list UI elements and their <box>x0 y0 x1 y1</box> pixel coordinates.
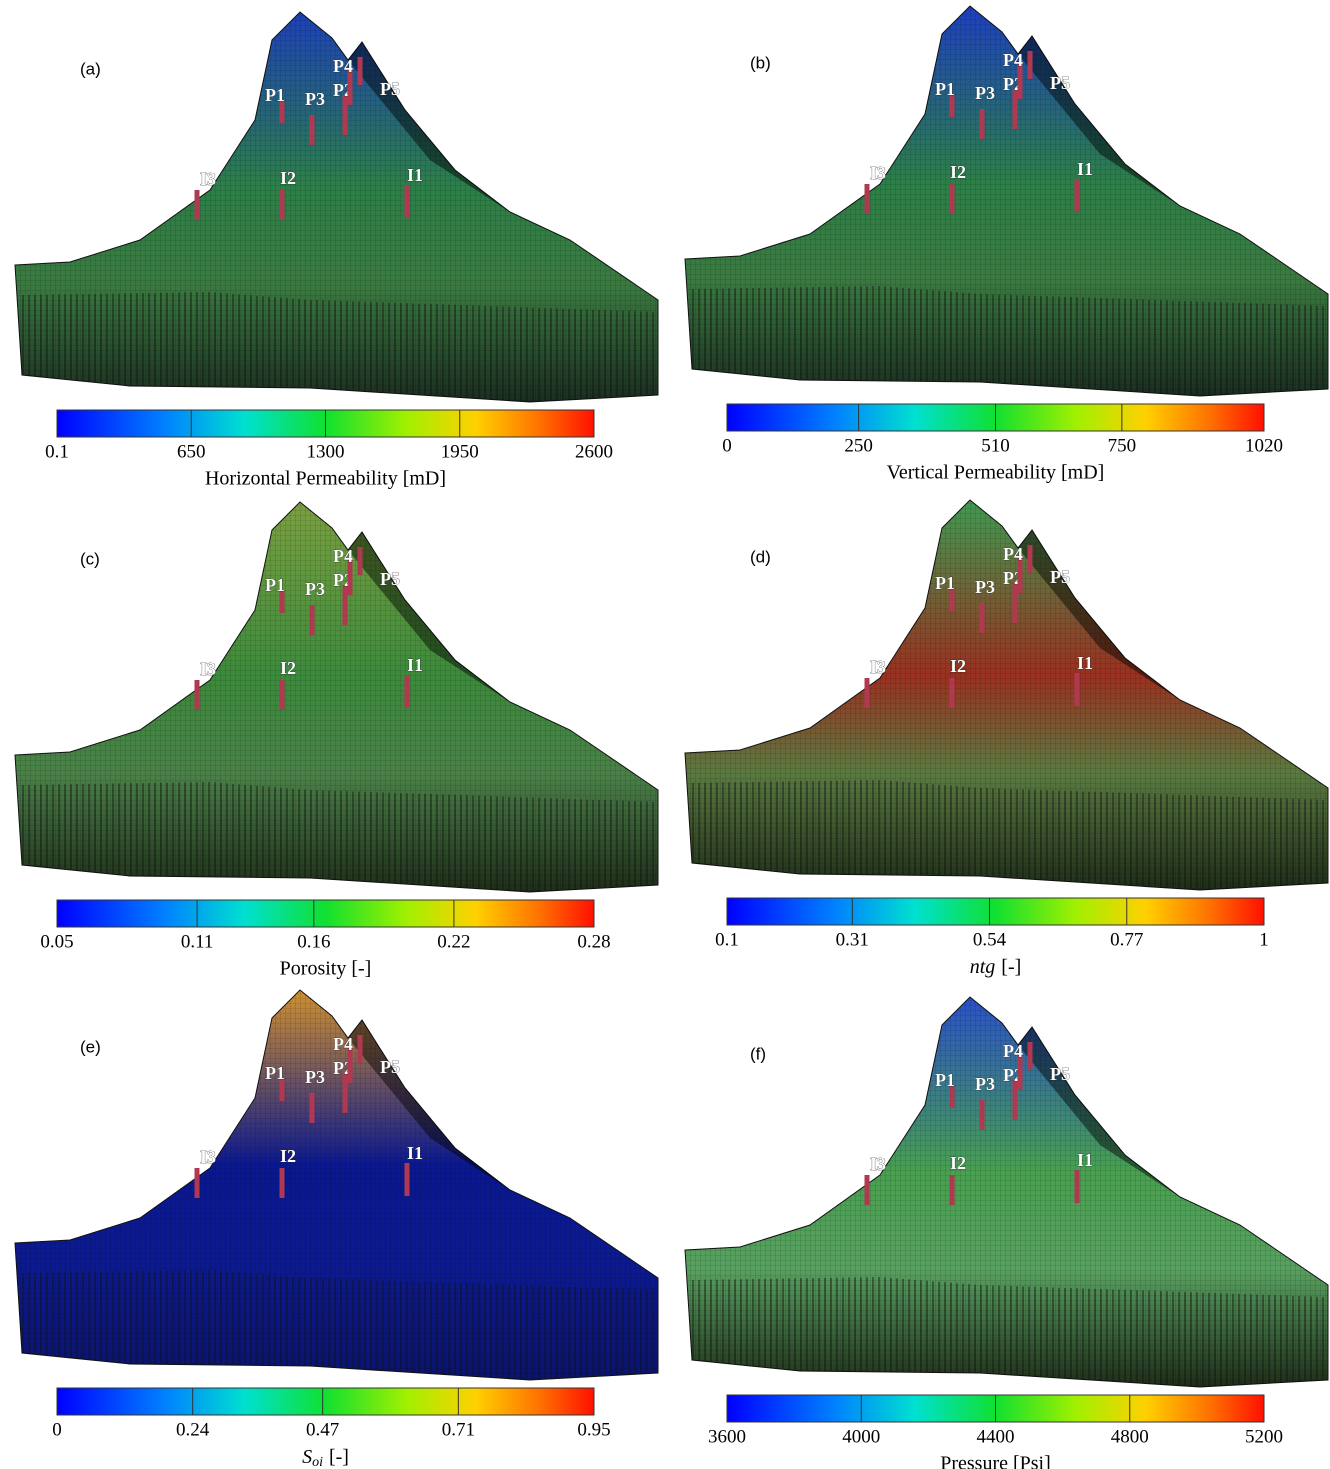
colorbar-tick-label: 0 <box>52 1419 62 1440</box>
well-label: P4 <box>1003 50 1023 70</box>
colorbar-tick-label: 0.22 <box>437 931 470 952</box>
colorbar-tick-label: 5200 <box>1245 1426 1283 1447</box>
well-label: P3 <box>305 579 325 599</box>
colorbar-tick-label: 250 <box>844 435 873 456</box>
colorbar <box>57 900 594 927</box>
well-label: P4 <box>1003 544 1023 564</box>
colorbar-tick-label: 4400 <box>977 1426 1015 1447</box>
colorbar-tick-label: 1020 <box>1245 435 1283 456</box>
unit: [-] <box>329 1446 349 1468</box>
panel-label: (b) <box>750 53 771 72</box>
well-label: P4 <box>1003 1041 1023 1061</box>
colorbar-tick-label: 0.1 <box>715 929 739 950</box>
colorbar-tick-label: 650 <box>177 441 206 462</box>
colorbar-tick-label: 4800 <box>1111 1426 1149 1447</box>
unit: [-] <box>1001 956 1021 978</box>
well-label: P1 <box>265 1063 285 1083</box>
well-label: P1 <box>935 573 955 593</box>
colorbar-title: Porosity [-] <box>280 958 372 980</box>
well-label: P3 <box>975 577 995 597</box>
well-label: P5 <box>380 1057 400 1077</box>
well-label: P3 <box>975 1074 995 1094</box>
well-label: I1 <box>407 1143 423 1163</box>
panel-label: (e) <box>80 1037 101 1056</box>
colorbar-tick-label: 2600 <box>575 441 613 462</box>
colorbar-tick-label: 0.71 <box>442 1419 475 1440</box>
colorbar-title: Vertical Permeability [mD] <box>887 462 1105 484</box>
well-label: P5 <box>1050 73 1070 93</box>
colorbar-tick-label: 0.05 <box>40 931 73 952</box>
well-label: I3 <box>200 1147 216 1167</box>
colorbar-tick-label: 0.77 <box>1110 929 1143 950</box>
well-label: I1 <box>407 165 423 185</box>
colorbar-tick-label: 1950 <box>441 441 479 462</box>
colorbar-tick-label: 510 <box>981 435 1010 456</box>
symbol: S <box>302 1446 312 1468</box>
well-label: I3 <box>200 169 216 189</box>
colorbar-title: Pressure [Psi] <box>940 1453 1051 1469</box>
colorbar-tick-label: 0.28 <box>577 931 610 952</box>
well-label: P3 <box>305 1067 325 1087</box>
colorbar-tick-label: 1 <box>1259 929 1269 950</box>
well-label: P4 <box>333 1034 353 1054</box>
well-label: I1 <box>1077 159 1093 179</box>
well-label: P1 <box>265 85 285 105</box>
panel-label: (c) <box>80 549 100 568</box>
colorbar-tick-label: 0.54 <box>973 929 1007 950</box>
colorbar <box>57 1388 594 1415</box>
colorbar-tick-label: 3600 <box>708 1426 746 1447</box>
colorbar-tick-label: 1300 <box>306 441 344 462</box>
colorbar-title: Horizontal Permeability [mD] <box>205 468 446 490</box>
well-label: P3 <box>305 89 325 109</box>
well-label: I1 <box>1077 1150 1093 1170</box>
colorbar-tick-label: 750 <box>1108 435 1137 456</box>
colorbar-tick-label: 0.1 <box>45 441 69 462</box>
well-label: P4 <box>333 56 353 76</box>
colorbar-tick-label: 0 <box>722 435 732 456</box>
well-label: I2 <box>280 168 296 188</box>
figure: (a)P1P2P3P4P5I1I2I30.1650130019502600Hor… <box>0 0 1330 1469</box>
colorbar-tick-label: 0.11 <box>181 931 214 952</box>
well-label: I3 <box>870 163 886 183</box>
well-label: P3 <box>975 83 995 103</box>
panel-label: (a) <box>80 59 101 78</box>
colorbar-tick-label: 0.95 <box>577 1419 610 1440</box>
colorbar-tick-label: 4000 <box>842 1426 880 1447</box>
colorbar-title: Soi [-] <box>302 1446 349 1469</box>
subscript: oi <box>312 1455 323 1469</box>
well-label: I1 <box>407 655 423 675</box>
well-label: I2 <box>950 1153 966 1173</box>
well-label: P5 <box>380 79 400 99</box>
well-label: I3 <box>200 659 216 679</box>
well-label: P1 <box>265 575 285 595</box>
well-label: I2 <box>950 656 966 676</box>
well-label: I1 <box>1077 653 1093 673</box>
panel-label: (d) <box>750 547 771 566</box>
well-label: P1 <box>935 1070 955 1090</box>
colorbar <box>727 898 1264 925</box>
well-label: I2 <box>280 1146 296 1166</box>
colorbar-tick-label: 0.16 <box>297 931 330 952</box>
well-label: P5 <box>1050 1064 1070 1084</box>
colorbar-tick-label: 0.47 <box>306 1419 339 1440</box>
well-label: P1 <box>935 79 955 99</box>
colorbar-tick-label: 0.31 <box>836 929 869 950</box>
colorbar-title: ntg[-] <box>970 956 1022 978</box>
colorbar-tick-label: 0.24 <box>176 1419 210 1440</box>
symbol: ntg <box>970 956 996 978</box>
well-label: P4 <box>333 546 353 566</box>
well-label: I2 <box>950 162 966 182</box>
well-label: P5 <box>1050 567 1070 587</box>
well-label: I3 <box>870 657 886 677</box>
well-label: I2 <box>280 658 296 678</box>
well-label: I3 <box>870 1154 886 1174</box>
well-label: P5 <box>380 569 400 589</box>
panel-label: (f) <box>750 1044 766 1063</box>
